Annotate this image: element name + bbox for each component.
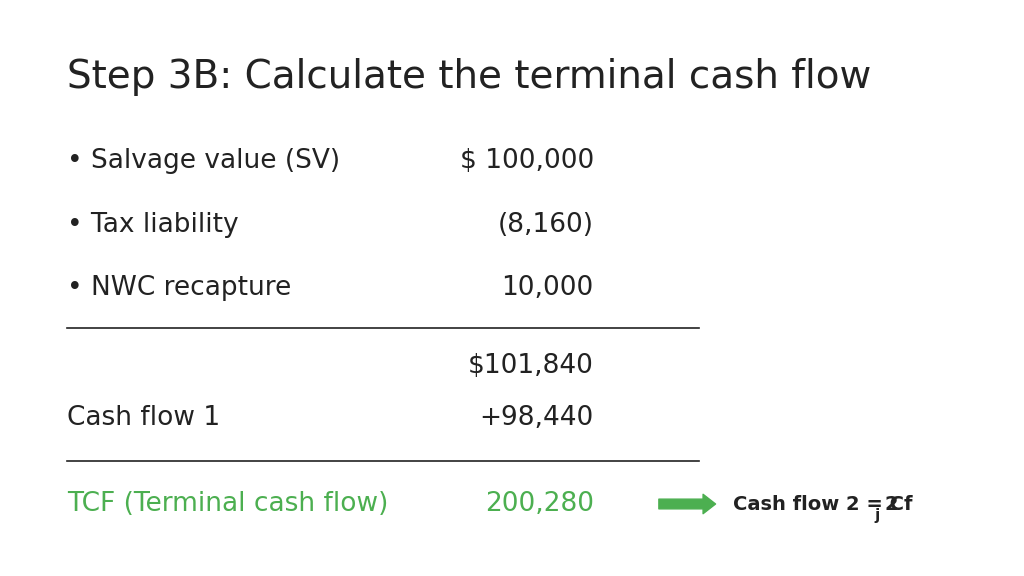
Text: 2: 2 <box>884 495 898 513</box>
Text: • Tax liability: • Tax liability <box>67 211 239 238</box>
FancyArrowPatch shape <box>658 494 716 514</box>
Text: j: j <box>874 508 880 523</box>
Text: 200,280: 200,280 <box>484 491 594 517</box>
Text: • NWC recapture: • NWC recapture <box>67 275 291 301</box>
Text: Cash flow 2 = Cf: Cash flow 2 = Cf <box>733 495 912 513</box>
Text: • Salvage value (SV): • Salvage value (SV) <box>67 148 340 175</box>
Text: $101,840: $101,840 <box>468 353 594 379</box>
Text: Step 3B: Calculate the terminal cash flow: Step 3B: Calculate the terminal cash flo… <box>67 58 871 96</box>
Text: +98,440: +98,440 <box>479 404 594 431</box>
Text: (8,160): (8,160) <box>498 211 594 238</box>
Text: 10,000: 10,000 <box>502 275 594 301</box>
Text: TCF (Terminal cash flow): TCF (Terminal cash flow) <box>67 491 388 517</box>
Text: Cash flow 1: Cash flow 1 <box>67 404 220 431</box>
Text: $ 100,000: $ 100,000 <box>460 148 594 175</box>
